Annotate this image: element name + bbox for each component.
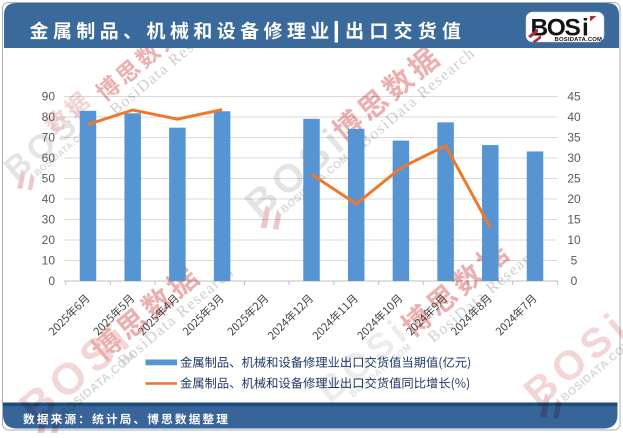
svg-text:20: 20	[42, 233, 56, 247]
svg-text:30: 30	[567, 151, 581, 165]
svg-text:BOSIDATA.COM: BOSIDATA.COM	[555, 37, 603, 43]
svg-text:10: 10	[567, 233, 581, 247]
svg-text:10: 10	[42, 254, 56, 268]
svg-text:25: 25	[567, 172, 581, 186]
svg-text:15: 15	[567, 213, 581, 227]
svg-text:45: 45	[567, 90, 581, 104]
svg-text:60: 60	[42, 151, 56, 165]
svg-text:i: i	[582, 14, 589, 41]
svg-text:35: 35	[567, 131, 581, 145]
svg-text:50: 50	[42, 172, 56, 186]
svg-text:80: 80	[42, 110, 56, 124]
svg-text:5: 5	[571, 254, 578, 268]
svg-text:70: 70	[42, 131, 56, 145]
svg-text:40: 40	[42, 192, 56, 206]
svg-text:20: 20	[567, 192, 581, 206]
svg-text:0: 0	[571, 274, 578, 288]
svg-text:0: 0	[48, 274, 55, 288]
svg-text:90: 90	[42, 90, 56, 104]
svg-text:40: 40	[567, 110, 581, 124]
svg-text:30: 30	[42, 213, 56, 227]
